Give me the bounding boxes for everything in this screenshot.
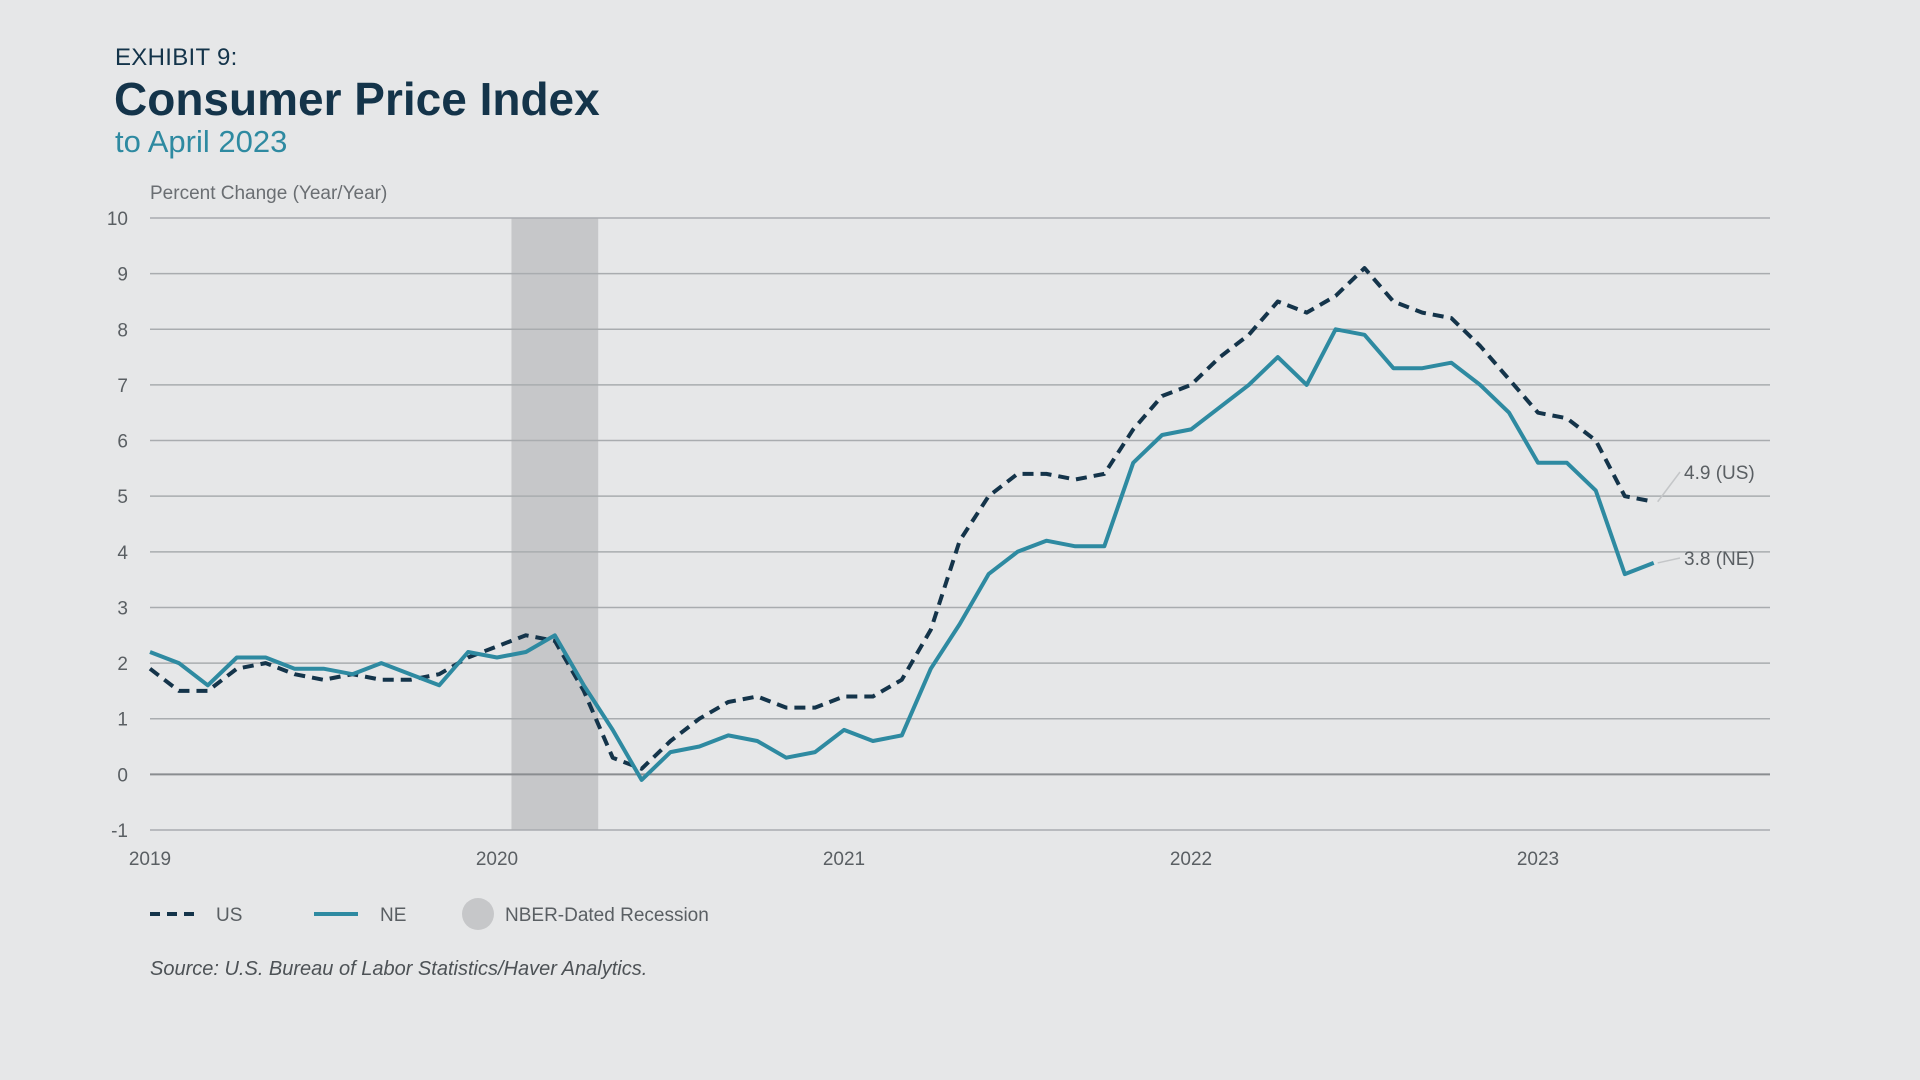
y-tick-label: 4 <box>117 543 128 564</box>
series-line-us <box>148 266 1655 771</box>
y-axis-label: Percent Change (Year/Year) <box>150 183 387 204</box>
end-label-ne: 3.8 (NE) <box>1684 549 1755 570</box>
label-layer: 4.9 (US) 3.8 (NE) <box>1657 463 1755 570</box>
series-layer <box>148 266 1655 782</box>
y-tick-label: 5 <box>117 487 128 508</box>
recession-band <box>511 218 599 830</box>
axis-layer: -1 0 1 2 3 4 5 6 7 8 9 10 Percent Change (Year/Year)… <box>107 183 1559 870</box>
end-label-us: 4.9 (US) <box>1684 463 1755 484</box>
chart-title: Consumer Price Index <box>114 73 600 125</box>
legend-swatch-recession <box>462 898 494 930</box>
grid-layer <box>150 217 1770 831</box>
y-tick-label: 0 <box>117 765 128 786</box>
x-tick-label: 2022 <box>1170 849 1212 870</box>
y-tick-label: -1 <box>111 821 128 842</box>
x-tick-label: 2020 <box>476 849 518 870</box>
y-tick-label: 9 <box>117 265 128 286</box>
legend-label-us: US <box>216 905 242 926</box>
x-tick-label: 2021 <box>823 849 865 870</box>
y-tick-label: 6 <box>117 432 128 453</box>
recession-layer <box>511 218 599 830</box>
y-tick-label: 7 <box>117 376 128 397</box>
end-label-leader <box>1657 471 1681 503</box>
x-tick-label: 2019 <box>129 849 171 870</box>
legend-label-recession: NBER-Dated Recession <box>505 905 709 926</box>
series-line-ne <box>149 327 1655 782</box>
legend: US NE NBER-Dated Recession <box>150 898 709 930</box>
legend-label-ne: NE <box>380 905 406 926</box>
y-tick-label: 2 <box>117 654 128 675</box>
y-tick-label: 3 <box>117 598 128 619</box>
source-note: Source: U.S. Bureau of Labor Statistics/… <box>150 958 648 980</box>
chart-subtitle: to April 2023 <box>115 124 288 159</box>
y-tick-label: 1 <box>117 710 128 731</box>
y-tick-label: 8 <box>117 320 128 341</box>
x-tick-label: 2023 <box>1517 849 1559 870</box>
y-tick-label: 10 <box>107 209 128 230</box>
exhibit-label: EXHIBIT 9: <box>115 44 238 71</box>
end-label-leader <box>1657 557 1681 564</box>
